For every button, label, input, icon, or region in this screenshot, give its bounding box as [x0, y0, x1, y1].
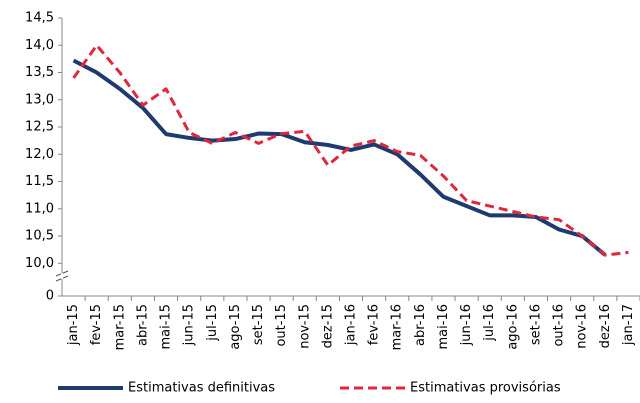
x-tick-label: fev-16	[367, 304, 382, 345]
y-tick-label: 0	[46, 289, 54, 304]
axis-break-gap	[61, 273, 63, 279]
x-tick-label: mai-16	[436, 304, 451, 349]
legend-label: Estimativas provisórias	[410, 381, 561, 396]
y-tick-label: 14,0	[25, 38, 54, 53]
x-tick-label: jan-17	[621, 304, 636, 346]
x-tick-label: jul-15	[205, 304, 220, 342]
x-tick-label: jan-15	[66, 304, 81, 346]
x-tick-label: jun-15	[182, 304, 197, 346]
y-tick-label: 11,0	[25, 201, 54, 216]
legend-label: Estimativas definitivas	[128, 381, 275, 396]
x-tick-label: ago-16	[505, 304, 520, 350]
y-tick-label: 14,5	[25, 11, 54, 26]
x-tick-label: mai-15	[159, 304, 174, 349]
x-tick-label: set-15	[251, 304, 266, 345]
x-tick-label: abr-15	[135, 304, 150, 346]
data-line	[72, 58, 607, 257]
y-tick-label: 13,0	[25, 92, 54, 107]
x-tick-label: nov-16	[575, 304, 590, 349]
x-tick-label: ago-15	[228, 304, 243, 350]
x-tick-label: dez-15	[320, 304, 335, 348]
y-tick-label: 10,0	[25, 256, 54, 271]
y-tick-label: 13,5	[25, 65, 54, 80]
data-line	[72, 43, 629, 257]
y-tick-label: 10,5	[25, 229, 54, 244]
x-tick-label: mar-16	[390, 304, 405, 350]
x-tick-label: jan-16	[344, 304, 359, 346]
x-tick-label: out-15	[274, 304, 289, 347]
x-tick-label: set-16	[528, 304, 543, 345]
x-tick-label: nov-15	[297, 304, 312, 349]
x-tick-label: abr-16	[413, 304, 428, 346]
x-tick-label: mar-15	[112, 304, 127, 350]
y-tick-label: 11,5	[25, 174, 54, 189]
x-tick-label: jun-16	[459, 304, 474, 346]
y-tick-label: 12,0	[25, 147, 54, 162]
x-tick-label: jul-16	[482, 304, 497, 342]
x-tick-label: dez-16	[598, 304, 613, 348]
x-tick-label: fev-15	[89, 304, 104, 345]
y-tick-label: 12,5	[25, 120, 54, 135]
x-tick-label: out-16	[552, 304, 567, 347]
